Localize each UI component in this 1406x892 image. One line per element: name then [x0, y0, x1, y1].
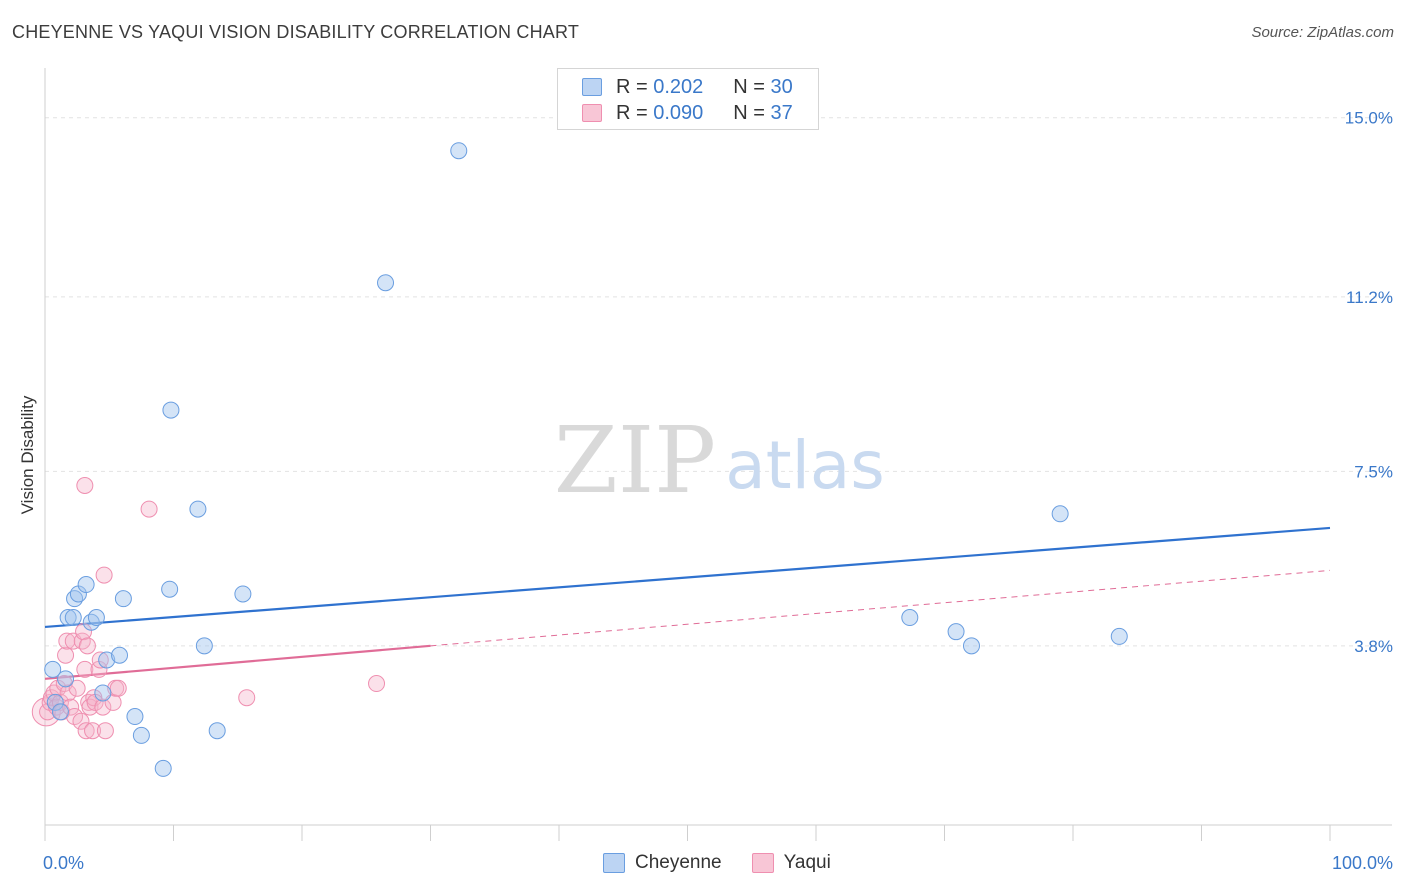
legend-r-label: R = [616, 75, 648, 98]
source-label: Source: ZipAtlas.com [1251, 24, 1394, 41]
cheyenne-point [111, 646, 129, 664]
yaqui-point [76, 660, 94, 678]
cheyenne-point [51, 703, 69, 721]
cheyenne-point [1051, 505, 1069, 523]
cheyenne-point [947, 623, 965, 641]
yaqui-point [57, 646, 75, 664]
stats-legend: R = 0.202 N = 30 R = 0.090 N = 37 [557, 68, 819, 130]
series-legend-label: Yaqui [783, 852, 831, 873]
trendline-yaqui-extension [430, 569, 1331, 647]
cheyenne-point [377, 274, 395, 292]
legend-row-cheyenne: R = 0.202 N = 30 [582, 75, 793, 99]
yaqui-point [368, 675, 386, 693]
yaqui-point [91, 651, 109, 669]
yaqui-point [62, 698, 80, 716]
cheyenne-point [162, 401, 180, 419]
yaqui-point [140, 500, 158, 518]
yaqui-point [78, 637, 96, 655]
legend-swatch-yaqui [582, 104, 602, 122]
cheyenne-point [46, 693, 64, 711]
yaqui-point [72, 712, 90, 730]
cheyenne-point [44, 660, 62, 678]
y-tick-label: 11.2% [1346, 288, 1393, 307]
cheyenne-point [77, 576, 95, 594]
yaqui-point [76, 477, 94, 495]
watermark-atlas: atlas [725, 427, 885, 504]
tick-labels: 3.8% 7.5% 11.2% 15.0% 0.0% 100.0% [43, 109, 1393, 873]
yaqui-point [96, 722, 114, 740]
series-legend-cheyenne: Cheyenne [603, 852, 722, 874]
legend-n-label: N = [733, 101, 765, 124]
trendline-yaqui [44, 644, 431, 680]
watermark-zip: ZIP [554, 407, 716, 514]
cheyenne-point [126, 708, 144, 726]
chart-title: CHEYENNE VS YAQUI VISION DISABILITY CORR… [12, 22, 580, 42]
yaqui-point [58, 632, 76, 650]
cheyenne-point [195, 637, 213, 655]
legend-r-value: 0.202 [653, 75, 704, 98]
trendlines [44, 526, 1331, 680]
legend-n-value: 37 [770, 101, 793, 124]
legend-r-value: 0.090 [653, 101, 704, 124]
yaqui-point [84, 722, 102, 740]
x-tick-label: 0.0% [43, 853, 84, 873]
yaqui-point [59, 684, 77, 702]
cheyenne-point [87, 609, 105, 627]
cheyenne-point [962, 637, 980, 655]
cheyenne-point [132, 726, 150, 744]
legend-n-label: N = [733, 75, 765, 98]
legend-n-value: 30 [770, 75, 793, 98]
y-axis-label: Vision Disability [18, 395, 37, 515]
cheyenne-point [154, 759, 172, 777]
legend-row-yaqui: R = 0.090 N = 37 [582, 101, 793, 125]
points [31, 142, 1128, 777]
cheyenne-point [59, 609, 77, 627]
cheyenne-point [64, 609, 82, 627]
series-legend-yaqui: Yaqui [751, 852, 831, 874]
yaqui-point [68, 679, 86, 697]
series-legend: Cheyenne Yaqui [603, 852, 861, 874]
cheyenne-point [234, 585, 252, 603]
cheyenne-point [98, 651, 116, 669]
yaqui-point [95, 566, 113, 584]
cheyenne-point [208, 722, 226, 740]
cheyenne-point [1110, 627, 1128, 645]
cheyenne-point [57, 670, 75, 688]
cheyenne-point [450, 142, 468, 160]
gridlines [45, 117, 1392, 647]
series-swatch-yaqui [751, 853, 774, 873]
axes [44, 68, 1392, 841]
cheyenne-point [94, 684, 112, 702]
yaqui-point [77, 722, 95, 740]
legend-swatch-cheyenne [582, 78, 602, 96]
y-tick-label: 15.0% [1345, 109, 1393, 128]
series-legend-label: Cheyenne [635, 852, 722, 873]
cheyenne-point [189, 500, 207, 518]
cheyenne-point [82, 613, 100, 631]
cheyenne-point [161, 580, 179, 598]
y-tick-label: 7.5% [1354, 462, 1393, 481]
x-tick-label: 100.0% [1332, 853, 1393, 873]
watermark: ZIP atlas [554, 407, 885, 514]
yaqui-point [238, 689, 256, 707]
series-swatch-cheyenne [603, 853, 625, 873]
cheyenne-point [114, 590, 132, 608]
yaqui-point [81, 698, 99, 716]
y-tick-label: 3.8% [1354, 637, 1393, 656]
trendline-cheyenne [44, 526, 1331, 629]
yaqui-point [94, 698, 112, 716]
yaqui-point [109, 679, 127, 697]
legend-r-label: R = [616, 101, 648, 124]
cheyenne-point [901, 609, 919, 627]
